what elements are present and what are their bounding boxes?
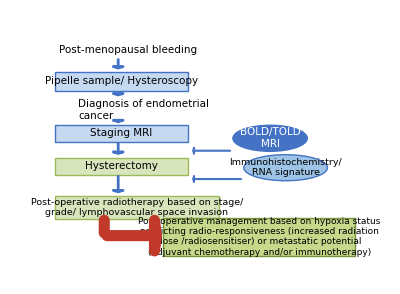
Text: Pipelle sample/ Hysteroscopy: Pipelle sample/ Hysteroscopy	[45, 76, 198, 86]
Text: Post-menopausal bleeding: Post-menopausal bleeding	[59, 45, 198, 55]
Text: Post-operative management based on hypoxia status
predicting radio-responsivenes: Post-operative management based on hypox…	[138, 217, 380, 257]
FancyBboxPatch shape	[55, 196, 219, 219]
Text: Immunohistochemistry/
RNA signature: Immunohistochemistry/ RNA signature	[229, 158, 342, 177]
Text: Hysterectomy: Hysterectomy	[85, 161, 158, 171]
FancyBboxPatch shape	[55, 158, 188, 175]
Text: Staging MRI: Staging MRI	[90, 128, 152, 138]
Text: Diagnosis of endometrial
cancer: Diagnosis of endometrial cancer	[78, 99, 209, 121]
Ellipse shape	[244, 155, 328, 181]
Text: Post-operative radiotherapy based on stage/
grade/ lymphovascular space invasion: Post-operative radiotherapy based on sta…	[31, 198, 243, 217]
Ellipse shape	[233, 125, 307, 151]
Text: BOLD/TOLD
MRI: BOLD/TOLD MRI	[240, 128, 300, 149]
FancyBboxPatch shape	[55, 125, 188, 142]
FancyBboxPatch shape	[55, 71, 188, 91]
FancyBboxPatch shape	[163, 218, 355, 256]
